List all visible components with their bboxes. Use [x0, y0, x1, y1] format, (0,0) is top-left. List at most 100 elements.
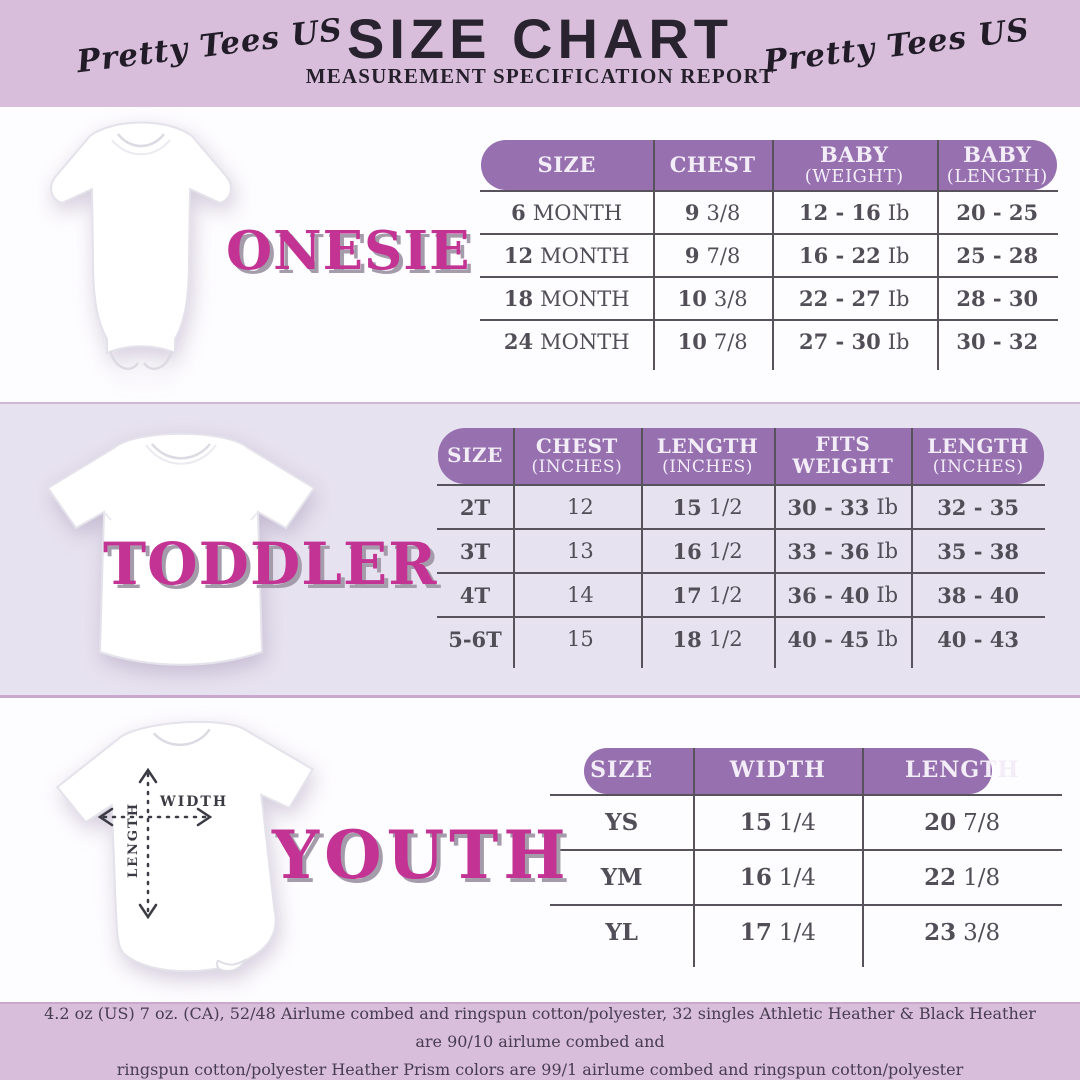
onesie-outline: [50, 121, 232, 355]
cell-main: 40 - 43: [937, 626, 1019, 652]
page-title: SIZE CHART: [347, 7, 733, 70]
cell-main: 40 - 45: [787, 626, 870, 652]
header-line-1: SIZE: [447, 443, 503, 468]
table-cell: 2T: [437, 495, 513, 520]
table-cell: YL: [550, 919, 693, 946]
table-row: YM 16 1/4 22 1/8: [550, 849, 1062, 904]
cell-rest: 13: [566, 539, 594, 563]
youth-section-label: YOUTH: [272, 816, 571, 894]
table-cell: 40 - 43: [911, 627, 1045, 652]
cell-main: YM: [600, 864, 643, 891]
toddler-section-label: TODDLER: [103, 530, 438, 598]
cell-main: 5-6T: [448, 626, 502, 652]
width-arrow-label: WIDTH: [159, 794, 228, 810]
header-line-2: (LENGTH): [946, 165, 1048, 187]
cell-rest: 3/8: [963, 919, 1001, 946]
page-subtitle: MEASUREMENT SPECIFICATION REPORT: [305, 64, 775, 88]
table-cell: 40 - 45 Ib: [774, 627, 911, 652]
cell-main: 22: [924, 864, 957, 891]
length-arrow-label: LENGTH: [126, 802, 141, 878]
youth-size-table: SIZE WIDTH LENGTH YS 15 1/4 20 7/8 YM 16 1/…: [550, 748, 1062, 967]
cell-main: 27 - 30: [798, 329, 881, 354]
table-cell: 14: [513, 583, 641, 607]
cell-rest: 14: [566, 583, 594, 607]
table-cell: 15 1/2: [641, 495, 775, 520]
cell-rest: 1/4: [778, 864, 816, 891]
table-row: YL 17 1/4 23 3/8: [550, 904, 1062, 959]
cell-main: 33 - 36: [787, 538, 870, 564]
cell-main: 10: [677, 286, 707, 311]
cell-rest: Ib: [876, 495, 899, 519]
cell-main: 17: [672, 582, 702, 608]
cell-rest: Ib: [876, 583, 899, 607]
table-cell: 22 - 27 Ib: [772, 286, 937, 311]
onesie-size-table: SIZE CHEST BABY (WEIGHT) BABY (LENGTH) 6…: [480, 140, 1058, 370]
cell-main: 32 - 35: [937, 494, 1019, 520]
column-divider: [513, 428, 515, 668]
table-cell: 5-6T: [437, 627, 513, 652]
cell-rest: 3/8: [706, 200, 741, 225]
cell-main: 38 - 40: [937, 582, 1019, 608]
table-row: 4T 14 17 1/2 36 - 40 Ib 38 - 40: [437, 572, 1045, 616]
table-row: 24 MONTH 10 7/8 27 - 30 Ib 30 - 32: [480, 319, 1058, 362]
table-cell: 32 - 35: [911, 495, 1045, 520]
table-row: 18 MONTH 10 3/8 22 - 27 Ib 28 - 30: [480, 276, 1058, 319]
cell-main: 16: [672, 538, 702, 564]
cell-main: 22 - 27: [798, 286, 881, 311]
table-cell: 30 - 33 Ib: [774, 495, 911, 520]
cell-rest: 3/8: [713, 286, 748, 311]
cell-main: 17: [739, 919, 772, 946]
cell-main: 4T: [459, 582, 491, 608]
column-divider: [771, 140, 774, 370]
cell-main: 16: [739, 864, 772, 891]
table-cell: 12 MONTH: [480, 243, 653, 268]
header-line-2: (INCHES): [662, 456, 753, 477]
cell-main: 20 - 25: [956, 200, 1039, 225]
onesie-garment-image: [50, 121, 232, 371]
table-cell: 15 1/4: [693, 809, 862, 836]
youth-header-row: SIZE WIDTH LENGTH: [550, 748, 1062, 794]
header-cell-size: SIZE: [550, 748, 693, 794]
header-line-1: SIZE: [590, 757, 654, 784]
cell-main: 16 - 22: [798, 243, 881, 268]
table-cell: 16 - 22 Ib: [772, 243, 937, 268]
table-cell: 20 7/8: [862, 809, 1062, 836]
table-cell: 18 MONTH: [480, 286, 653, 311]
header-cell-baby-length: BABY (LENGTH): [937, 140, 1058, 190]
cell-main: 36 - 40: [787, 582, 870, 608]
cell-main: YL: [605, 919, 638, 946]
header-line-1: SIZE: [537, 151, 596, 177]
table-cell: 38 - 40: [911, 583, 1045, 608]
header-line-2: WEIGHT: [792, 454, 894, 478]
cell-main: YS: [605, 809, 639, 836]
cell-main: 23: [924, 919, 957, 946]
cell-rest: 1/4: [778, 809, 816, 836]
table-cell: 10 7/8: [653, 329, 771, 354]
table-row: 5-6T 15 18 1/2 40 - 45 Ib 40 - 43: [437, 616, 1045, 660]
table-cell: 17 1/2: [641, 583, 775, 608]
cell-main: 24: [503, 329, 534, 354]
column-divider: [862, 748, 865, 967]
cell-main: 12 - 16: [798, 200, 881, 225]
table-row: YS 15 1/4 20 7/8: [550, 794, 1062, 849]
table-cell: 20 - 25: [937, 200, 1058, 225]
column-divider: [640, 428, 643, 668]
cell-rest: 7/8: [713, 329, 748, 354]
header-line-2: (INCHES): [932, 456, 1024, 477]
table-cell: 17 1/4: [693, 919, 862, 946]
tshirt-outline-group: [55, 720, 315, 973]
toddler-header-row: SIZE CHEST (INCHES) LENGTH (INCHES) FITS…: [437, 428, 1045, 484]
header-line-2: (WEIGHT): [804, 165, 904, 187]
cell-main: 10: [677, 329, 707, 354]
cell-main: 9: [684, 243, 700, 268]
table-cell: 25 - 28: [937, 243, 1058, 268]
cell-main: 28 - 30: [956, 286, 1039, 311]
table-cell: 6 MONTH: [480, 200, 653, 225]
column-divider: [911, 428, 914, 668]
table-cell: 16 1/2: [641, 539, 775, 564]
youth-tshirt-image: WIDTH LENGTH: [55, 720, 315, 973]
table-cell: 27 - 30 Ib: [772, 329, 937, 354]
header-line-1: CHEST: [535, 434, 618, 459]
table-cell: 35 - 38: [911, 539, 1045, 564]
